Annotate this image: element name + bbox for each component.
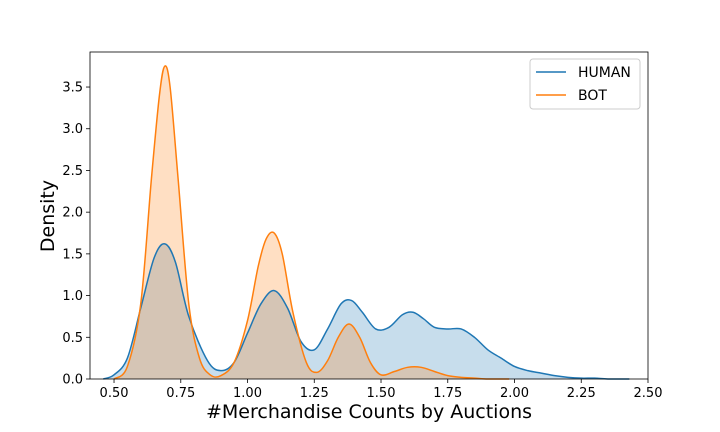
y-tick-label: 2.0	[62, 206, 83, 221]
x-tick-label: 2.50	[634, 386, 663, 401]
density-line-bot	[113, 65, 510, 380]
y-axis-title: Density	[37, 180, 59, 252]
y-tick-label: 1.0	[62, 289, 83, 304]
x-tick-label: 1.50	[367, 386, 396, 401]
x-tick-label: 2.00	[500, 386, 529, 401]
plot-frame	[89, 51, 649, 380]
x-tick-label: 1.00	[233, 386, 262, 401]
y-tick-label: 1.5	[62, 247, 83, 262]
y-tick-label: 3.0	[62, 122, 83, 137]
legend-label-human: HUMAN	[578, 65, 631, 81]
legend: HUMAN BOT	[529, 58, 641, 110]
y-tick-label: 0.5	[62, 331, 83, 346]
x-tick-label: 1.75	[433, 386, 462, 401]
x-axis: 0.50 0.75 1.00 1.25 1.50 1.75 2.00 2.25 2.50	[100, 379, 663, 401]
legend-label-bot: BOT	[578, 88, 607, 104]
x-axis-title: #Merchandise Counts by Auctions	[206, 401, 532, 423]
x-tick-label: 1.25	[300, 386, 329, 401]
x-tick-label: 2.25	[567, 386, 596, 401]
x-tick-label: 0.75	[166, 386, 195, 401]
y-tick-label: 0.0	[62, 373, 83, 388]
x-tick-label: 0.50	[100, 386, 129, 401]
y-tick-label: 3.5	[62, 81, 83, 96]
density-line-human	[103, 243, 630, 380]
density-area-bot	[114, 65, 510, 379]
y-tick-label: 2.5	[62, 164, 83, 179]
density-lines	[103, 65, 630, 380]
y-axis: 0.0 0.5 1.0 1.5 2.0 2.5 3.0 3.5	[62, 81, 90, 388]
